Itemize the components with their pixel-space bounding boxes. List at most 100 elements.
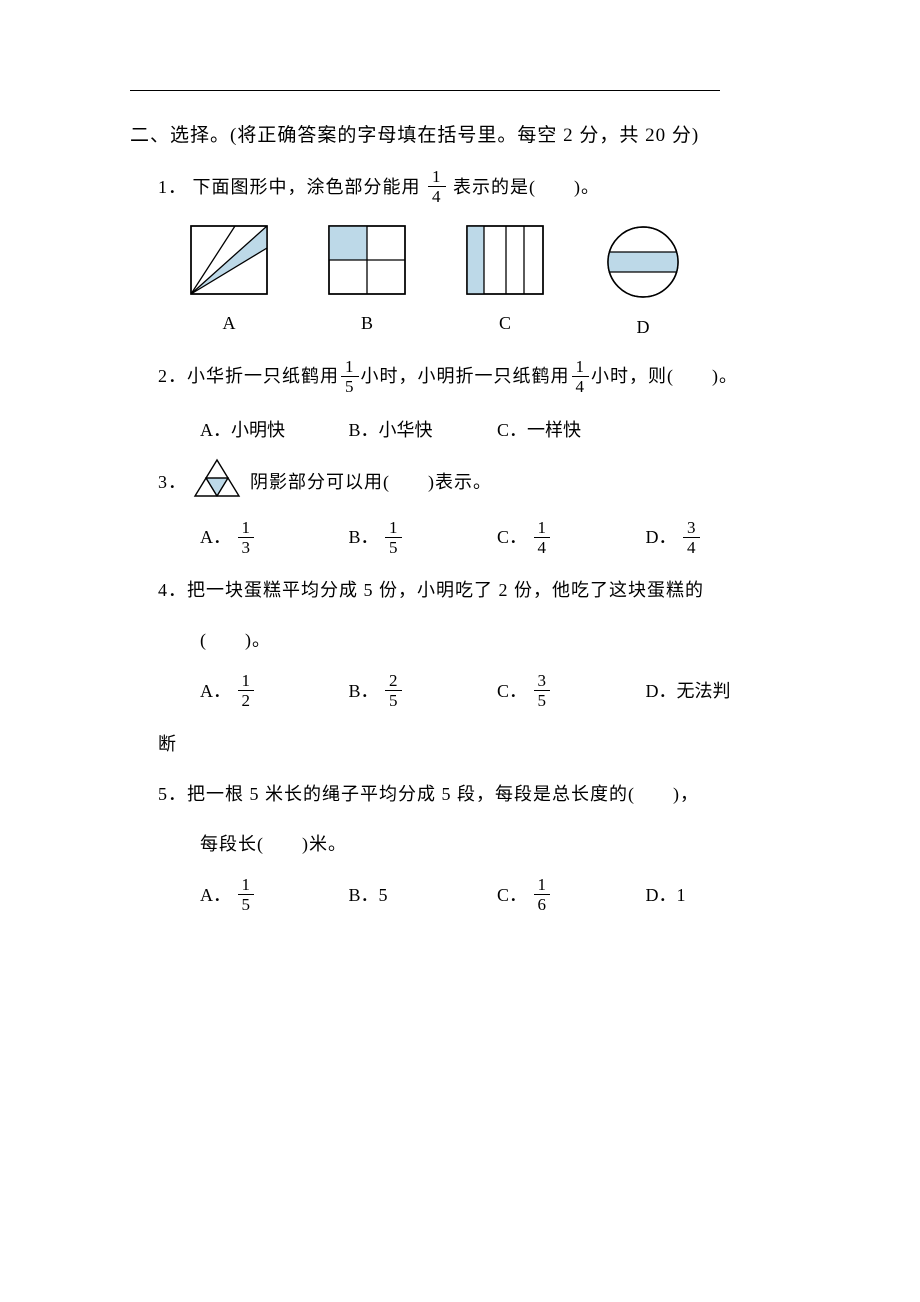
q5-optD: D．1	[646, 876, 776, 916]
q4-optA-letter: A．	[200, 681, 231, 701]
q3-stem: 3． 阴影部分可以用( )表示。	[158, 464, 800, 504]
q5-stem-line1: 5．把一根 5 米长的绳子平均分成 5 段，每段是总长度的( )，	[158, 776, 800, 812]
q1-figures-row: A B C	[190, 225, 800, 338]
q3-optB-num: 1	[385, 519, 402, 538]
q3-optD-letter: D．	[646, 527, 677, 547]
q1-figB-label: B	[361, 313, 373, 334]
q4-optC-letter: C．	[497, 681, 527, 701]
q4-optC-frac: 35	[534, 672, 551, 709]
q2-stem: 2．小华折一只纸鹤用15小时，小明折一只纸鹤用14小时，则( )。	[158, 358, 800, 396]
q5-optA-den: 5	[238, 895, 255, 913]
q4-optB: B． 25	[349, 672, 479, 712]
q2-optC: C．一样快	[497, 411, 627, 451]
q5-optC-frac: 16	[534, 876, 551, 913]
q3-optA-den: 3	[238, 538, 255, 556]
q4-optB-den: 5	[385, 691, 402, 709]
q2-optA: A．小明快	[200, 411, 330, 451]
q5-text-a: 把一根 5 米长的绳子平均分成 5 段，每段是总长度的( )，	[187, 784, 699, 804]
q1-figA-label: A	[223, 313, 236, 334]
q3-optD-num: 3	[683, 519, 700, 538]
q1-figA-icon	[190, 225, 268, 295]
q3-optB-frac: 15	[385, 519, 402, 556]
q1-figC-label: C	[499, 313, 511, 334]
q5-optC-num: 1	[534, 876, 551, 895]
q5-optC: C． 16	[497, 876, 627, 916]
q5-optA-num: 1	[238, 876, 255, 895]
q3-optA-letter: A．	[200, 527, 231, 547]
q3-optC: C． 14	[497, 518, 627, 558]
q4-optA-den: 2	[238, 691, 255, 709]
q3-number: 3．	[158, 472, 187, 492]
q4-optD: D．无法判	[646, 672, 776, 712]
q4-number: 4．	[158, 580, 187, 600]
q1-frac-num: 1	[428, 168, 446, 187]
q5-optA: A． 15	[200, 876, 330, 916]
q1-number: 1．	[158, 177, 187, 197]
q4-optC-num: 3	[534, 672, 551, 691]
q2-number: 2．	[158, 366, 187, 386]
q4-optC: C． 35	[497, 672, 627, 712]
q5-text-b: 每段长( )米。	[200, 834, 347, 854]
q2-frac2: 14	[572, 358, 590, 395]
q3-optD: D． 34	[646, 518, 776, 558]
q4-optA-num: 1	[238, 672, 255, 691]
header-rule	[130, 90, 720, 91]
q5-optA-frac: 15	[238, 876, 255, 913]
page: 二、选择。(将正确答案的字母填在括号里。每空 2 分，共 20 分) 1． 下面…	[0, 0, 920, 1302]
q5-optC-den: 6	[534, 895, 551, 913]
q2-t1: 小华折一只纸鹤用	[187, 366, 339, 386]
q4-text: 把一块蛋糕平均分成 5 份，小明吃了 2 份，他吃了这块蛋糕的	[187, 580, 704, 600]
q3-optC-num: 1	[534, 519, 551, 538]
q1-figD-icon	[604, 225, 682, 299]
q1-figD-label: D	[637, 317, 650, 338]
q2-optB: B．小华快	[349, 411, 479, 451]
q4-optB-num: 2	[385, 672, 402, 691]
q4-stem-line2: ( )。	[200, 622, 800, 658]
q5-stem-line2: 每段长( )米。	[200, 826, 800, 862]
q1-figC-col: C	[466, 225, 544, 338]
q3-optC-den: 4	[534, 538, 551, 556]
q3-optB-den: 5	[385, 538, 402, 556]
q5-optB: B．5	[349, 876, 479, 916]
q2-frac1-den: 5	[341, 377, 359, 395]
q4-blank: ( )。	[200, 630, 271, 650]
q4-stem-line1: 4．把一块蛋糕平均分成 5 份，小明吃了 2 份，他吃了这块蛋糕的	[158, 572, 800, 608]
q3-optA: A． 13	[200, 518, 330, 558]
q2-t2: 小时，小明折一只纸鹤用	[361, 366, 570, 386]
q2-frac1-num: 1	[341, 358, 359, 377]
q3-optB-letter: B．	[349, 527, 379, 547]
q4-optD-tail: 断	[158, 726, 800, 762]
q3-optA-frac: 13	[238, 519, 255, 556]
q3-optC-letter: C．	[497, 527, 527, 547]
q5-options: A． 15 B．5 C． 16 D．1	[200, 876, 800, 916]
q4-optA-frac: 12	[238, 672, 255, 709]
q1-stem: 1． 下面图形中，涂色部分能用 1 4 表示的是( )。	[158, 169, 800, 207]
q2-t3: 小时，则( )。	[591, 366, 738, 386]
q1-frac-den: 4	[428, 187, 446, 205]
q4-optC-den: 5	[534, 691, 551, 709]
q5-optD-letter: D．1	[646, 885, 686, 905]
q3-optC-frac: 14	[534, 519, 551, 556]
q4-optA: A． 12	[200, 672, 330, 712]
q5-optC-letter: C．	[497, 885, 527, 905]
q3-optD-den: 4	[683, 538, 700, 556]
q4-optB-frac: 25	[385, 672, 402, 709]
q3-optA-num: 1	[238, 519, 255, 538]
q2-frac2-num: 1	[572, 358, 590, 377]
q1-figB-icon	[328, 225, 406, 295]
q1-figB-col: B	[328, 225, 406, 338]
q1-figC-icon	[466, 225, 544, 295]
q2-frac2-den: 4	[572, 377, 590, 395]
q1-frac: 1 4	[428, 168, 446, 205]
q1-figD-col: D	[604, 225, 682, 338]
q5-optB-letter: B．5	[349, 885, 388, 905]
q5-optA-letter: A．	[200, 885, 231, 905]
q4-optD-letter: D．无法判	[646, 681, 731, 701]
q1-text-before: 下面图形中，涂色部分能用	[193, 177, 421, 197]
q1-text-after: 表示的是( )。	[453, 177, 600, 197]
q1-figA-col: A	[190, 225, 268, 338]
q3-options: A． 13 B． 15 C． 14 D． 34	[200, 518, 800, 558]
q2-options: A．小明快 B．小华快 C．一样快	[200, 411, 800, 451]
q3-optB: B． 15	[349, 518, 479, 558]
q3-text: 阴影部分可以用( )表示。	[250, 472, 492, 492]
